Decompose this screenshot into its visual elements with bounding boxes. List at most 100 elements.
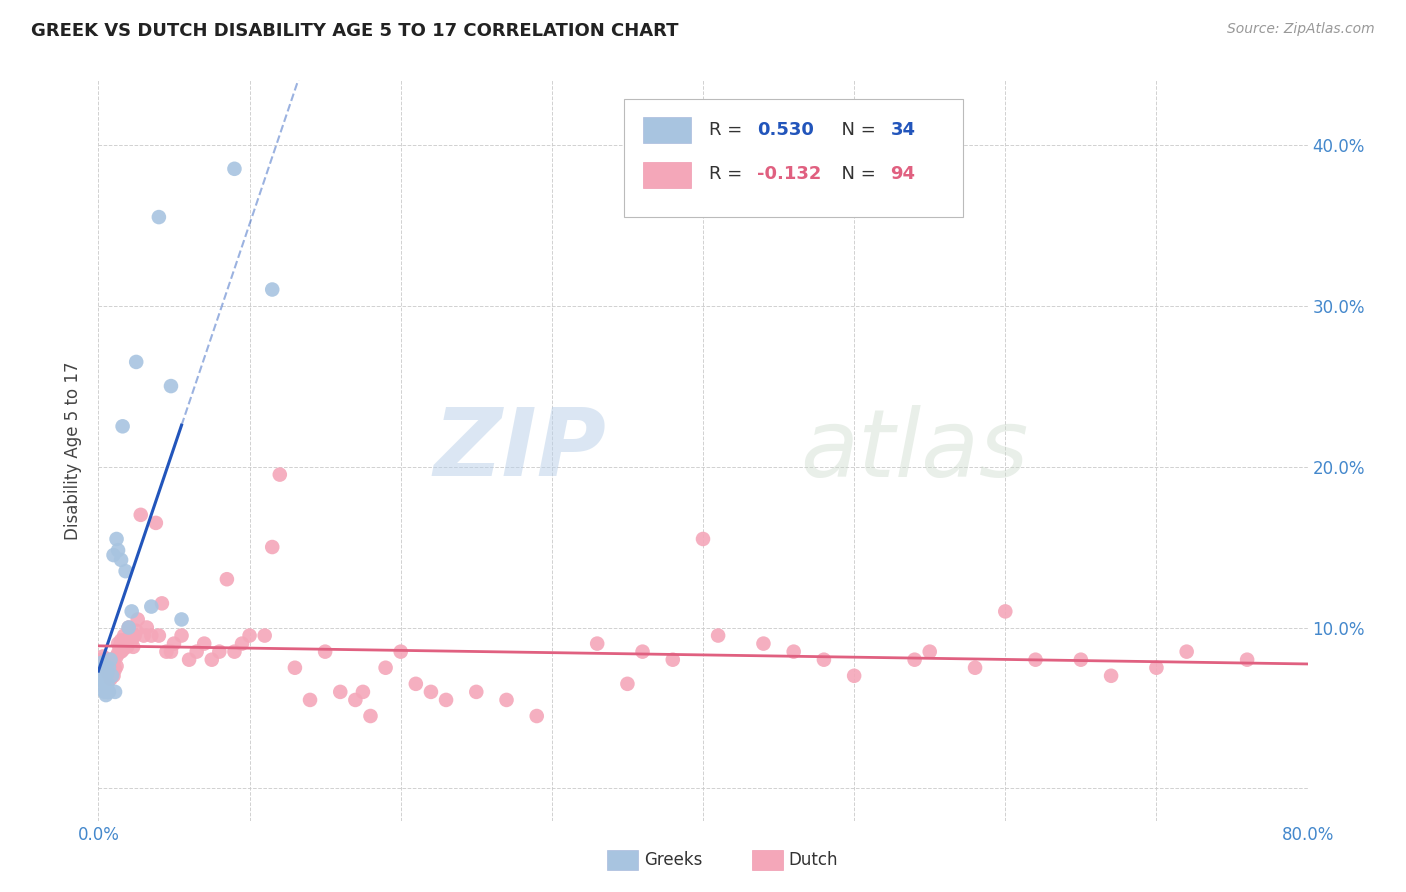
Point bbox=[1175, 645, 1198, 659]
Point bbox=[91, 649, 114, 664]
Point bbox=[115, 640, 138, 654]
Point bbox=[96, 665, 118, 680]
Point bbox=[90, 665, 112, 680]
Point bbox=[110, 553, 132, 567]
Point bbox=[105, 532, 128, 546]
Point bbox=[389, 645, 412, 659]
Point bbox=[179, 653, 201, 667]
Point bbox=[201, 653, 224, 667]
Point bbox=[631, 645, 654, 659]
Point bbox=[1024, 653, 1046, 667]
Point bbox=[94, 688, 117, 702]
Point bbox=[100, 662, 122, 676]
Point bbox=[103, 656, 125, 670]
Point bbox=[208, 645, 231, 659]
Point bbox=[90, 653, 112, 667]
Point bbox=[103, 669, 125, 683]
Point bbox=[231, 637, 253, 651]
Point bbox=[125, 355, 148, 369]
Point bbox=[93, 659, 115, 673]
Point bbox=[495, 693, 517, 707]
Point bbox=[145, 516, 167, 530]
Text: 0.530: 0.530 bbox=[758, 121, 814, 139]
Text: 94: 94 bbox=[890, 165, 915, 183]
Point bbox=[344, 693, 367, 707]
Point bbox=[96, 685, 118, 699]
Point bbox=[314, 645, 336, 659]
FancyBboxPatch shape bbox=[643, 118, 690, 144]
Point bbox=[111, 419, 134, 434]
Point bbox=[129, 508, 152, 522]
Point bbox=[526, 709, 548, 723]
Point bbox=[98, 685, 121, 699]
Text: Dutch: Dutch bbox=[789, 851, 838, 869]
Point bbox=[215, 572, 238, 586]
Point bbox=[103, 548, 125, 562]
Point bbox=[90, 656, 112, 670]
Point bbox=[360, 709, 382, 723]
Point bbox=[170, 612, 193, 626]
Point bbox=[104, 662, 127, 676]
Point bbox=[125, 624, 148, 638]
Point bbox=[96, 656, 118, 670]
Point bbox=[148, 210, 170, 224]
Point bbox=[148, 628, 170, 642]
Point bbox=[101, 669, 124, 683]
Text: atlas: atlas bbox=[800, 405, 1028, 496]
Point bbox=[155, 645, 177, 659]
Point bbox=[120, 628, 142, 642]
Point bbox=[224, 161, 246, 176]
Point bbox=[141, 599, 163, 614]
Point bbox=[118, 620, 141, 634]
Point bbox=[89, 672, 111, 686]
Text: 34: 34 bbox=[890, 121, 915, 139]
Point bbox=[352, 685, 374, 699]
Text: Greeks: Greeks bbox=[644, 851, 703, 869]
Point bbox=[186, 645, 208, 659]
Point bbox=[114, 564, 136, 578]
Point bbox=[262, 283, 284, 297]
Text: R =: R = bbox=[709, 121, 748, 139]
Point bbox=[193, 637, 215, 651]
Point bbox=[904, 653, 927, 667]
Point bbox=[93, 685, 115, 699]
Point bbox=[1236, 653, 1258, 667]
Point bbox=[616, 677, 638, 691]
FancyBboxPatch shape bbox=[643, 161, 690, 187]
Text: R =: R = bbox=[709, 165, 748, 183]
Point bbox=[105, 659, 128, 673]
Point bbox=[752, 637, 775, 651]
Point bbox=[94, 662, 117, 676]
Point bbox=[1099, 669, 1122, 683]
Point bbox=[94, 669, 117, 683]
Point bbox=[112, 628, 135, 642]
Point bbox=[262, 540, 284, 554]
Point bbox=[91, 677, 114, 691]
Text: N =: N = bbox=[830, 165, 882, 183]
Point bbox=[994, 604, 1017, 618]
Point bbox=[269, 467, 291, 482]
Point bbox=[813, 653, 835, 667]
Point bbox=[965, 661, 987, 675]
Point bbox=[465, 685, 488, 699]
Point bbox=[121, 633, 143, 648]
Text: N =: N = bbox=[830, 121, 882, 139]
Point bbox=[104, 685, 127, 699]
Point bbox=[94, 681, 117, 696]
Point bbox=[434, 693, 457, 707]
Point bbox=[122, 640, 145, 654]
Point bbox=[91, 661, 114, 675]
Point bbox=[1144, 661, 1167, 675]
Point bbox=[918, 645, 941, 659]
Point bbox=[163, 637, 186, 651]
Point bbox=[374, 661, 396, 675]
Point bbox=[101, 656, 124, 670]
Point bbox=[135, 620, 157, 634]
Point bbox=[124, 628, 146, 642]
Point bbox=[100, 653, 122, 667]
Point bbox=[121, 604, 143, 618]
Point bbox=[96, 677, 118, 691]
Point bbox=[239, 628, 262, 642]
Point bbox=[93, 662, 115, 676]
Y-axis label: Disability Age 5 to 17: Disability Age 5 to 17 bbox=[65, 361, 83, 540]
